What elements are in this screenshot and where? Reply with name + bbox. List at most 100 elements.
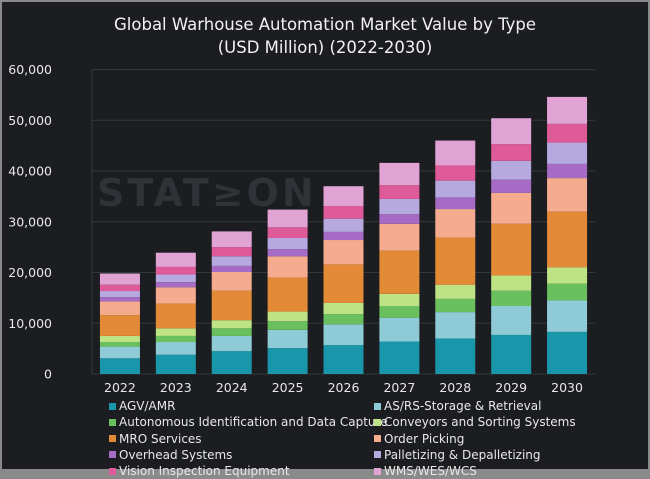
bar-segment-mro-services-2028 xyxy=(435,237,476,285)
bar-segment-as-rs-storage-retrieval-2030 xyxy=(547,300,588,332)
bar-segment-order-picking-2024 xyxy=(211,271,252,291)
bar-segment-agv-amr-2024 xyxy=(211,351,252,374)
y-tick-label: 60,000 xyxy=(8,62,52,77)
legend-swatch xyxy=(374,418,381,426)
bar-segment-mro-services-2030 xyxy=(547,211,588,268)
y-tick-label: 0 xyxy=(44,367,52,382)
bar-segment-wms-wes-wcs-2027 xyxy=(379,162,420,186)
bar-segment-palletizing-depalletizing-2024 xyxy=(211,256,252,266)
legend-swatch xyxy=(374,402,381,410)
bar-segment-vision-inspection-equipment-2029 xyxy=(491,144,532,161)
bar-segment-overhead-systems-2029 xyxy=(491,179,532,193)
y-tick-label: 10,000 xyxy=(8,316,52,331)
legend-item: Palletizing & Depalletizing xyxy=(374,447,541,463)
bar-segment-conveyors-and-sorting-systems-2027 xyxy=(379,293,420,306)
legend-item: Conveyors and Sorting Systems xyxy=(374,414,576,430)
legend-swatch xyxy=(374,467,381,475)
bar-segment-order-picking-2030 xyxy=(547,178,588,212)
legend-swatch xyxy=(374,435,381,443)
legend-label: Overhead Systems xyxy=(119,447,233,462)
legend-label: Palletizing & Depalletizing xyxy=(384,447,541,462)
bar-segment-vision-inspection-equipment-2030 xyxy=(547,123,588,143)
legend-label: AS/RS-Storage & Retrieval xyxy=(384,399,542,413)
legend-item: WMS/WES/WCS xyxy=(374,463,477,479)
legend-item: AGV/AMR xyxy=(109,398,175,414)
bar-segment-autonomous-identification-and-data-capture-2026 xyxy=(323,314,364,325)
bar-segment-palletizing-depalletizing-2022 xyxy=(99,291,140,298)
bar-segment-vision-inspection-equipment-2023 xyxy=(155,266,196,275)
bar-segment-wms-wes-wcs-2023 xyxy=(155,252,196,267)
y-tick-label: 40,000 xyxy=(8,164,52,179)
bar-segment-palletizing-depalletizing-2028 xyxy=(435,180,476,198)
watermark-logo: STAT≥ON xyxy=(97,171,317,215)
bar-segment-overhead-systems-2022 xyxy=(99,297,140,302)
bar-segment-mro-services-2024 xyxy=(211,290,252,321)
bar-segment-conveyors-and-sorting-systems-2022 xyxy=(99,335,140,343)
legend-label: Vision Inspection Equipment xyxy=(119,464,290,479)
x-tick-label: 2030 xyxy=(551,380,583,395)
bar-segment-mro-services-2023 xyxy=(155,303,196,329)
bar-segment-agv-amr-2027 xyxy=(379,341,420,374)
bar-segment-palletizing-depalletizing-2029 xyxy=(491,160,532,180)
legend-swatch xyxy=(109,418,116,426)
bar-segment-agv-amr-2023 xyxy=(155,354,196,374)
x-tick-label: 2026 xyxy=(328,380,360,395)
bar-segment-wms-wes-wcs-2029 xyxy=(491,118,532,145)
bar-segment-conveyors-and-sorting-systems-2029 xyxy=(491,275,532,291)
legend-item: Autonomous Identification and Data Captu… xyxy=(109,414,388,430)
bar-segment-conveyors-and-sorting-systems-2030 xyxy=(547,267,588,284)
legend-label: AGV/AMR xyxy=(119,399,176,413)
bar-segment-vision-inspection-equipment-2025 xyxy=(267,227,308,238)
y-tick-label: 20,000 xyxy=(8,265,52,280)
bar-segment-as-rs-storage-retrieval-2026 xyxy=(323,324,364,346)
x-tick-label: 2028 xyxy=(439,380,471,395)
legend-label: Conveyors and Sorting Systems xyxy=(384,415,576,430)
bar-segment-conveyors-and-sorting-systems-2023 xyxy=(155,328,196,336)
legend-swatch xyxy=(109,467,116,475)
legend-item: Vision Inspection Equipment xyxy=(109,463,290,479)
bar-segment-agv-amr-2025 xyxy=(267,348,308,374)
chart-subtitle: (USD Million) (2022-2030) xyxy=(217,38,433,57)
bar-segment-mro-services-2029 xyxy=(491,223,532,276)
bar-segment-overhead-systems-2026 xyxy=(323,231,364,241)
bar-segment-conveyors-and-sorting-systems-2025 xyxy=(267,311,308,322)
bar-segment-order-picking-2023 xyxy=(155,287,196,304)
bar-segment-mro-services-2026 xyxy=(323,264,364,303)
bar-segment-order-picking-2029 xyxy=(491,192,532,224)
bar-segment-palletizing-depalletizing-2026 xyxy=(323,218,364,232)
bar-segment-wms-wes-wcs-2030 xyxy=(547,96,588,124)
bar-segment-agv-amr-2028 xyxy=(435,338,476,374)
bar-segment-mro-services-2022 xyxy=(99,315,140,336)
bar-segment-wms-wes-wcs-2024 xyxy=(211,231,252,248)
legend-item: Overhead Systems xyxy=(109,447,232,463)
bar-segment-autonomous-identification-and-data-capture-2024 xyxy=(211,328,252,336)
bar-segment-palletizing-depalletizing-2027 xyxy=(379,198,420,215)
y-tick-label: 50,000 xyxy=(8,113,52,128)
bar-segment-as-rs-storage-retrieval-2028 xyxy=(435,312,476,339)
bar-segment-as-rs-storage-retrieval-2029 xyxy=(491,305,532,335)
legend-item: Order Picking xyxy=(374,431,464,447)
bar-segment-order-picking-2025 xyxy=(267,256,308,278)
x-tick-label: 2024 xyxy=(216,380,248,395)
legend-swatch xyxy=(374,451,381,459)
x-tick-label: 2023 xyxy=(160,380,192,395)
legend-swatch xyxy=(109,451,116,459)
legend-item: AS/RS-Storage & Retrieval xyxy=(374,398,541,414)
legend-label: Order Picking xyxy=(384,431,465,446)
bar-segment-vision-inspection-equipment-2027 xyxy=(379,185,420,199)
chart-title: Global Warhouse Automation Market Value … xyxy=(114,15,536,34)
bar-segment-autonomous-identification-and-data-capture-2025 xyxy=(267,321,308,330)
bar-segment-mro-services-2025 xyxy=(267,277,308,312)
bar-segment-as-rs-storage-retrieval-2024 xyxy=(211,335,252,352)
bar-segment-order-picking-2026 xyxy=(323,240,364,265)
bar-segment-autonomous-identification-and-data-capture-2028 xyxy=(435,298,476,313)
bar-segment-vision-inspection-equipment-2024 xyxy=(211,247,252,257)
bar-segment-as-rs-storage-retrieval-2027 xyxy=(379,317,420,342)
bar-segment-conveyors-and-sorting-systems-2028 xyxy=(435,284,476,299)
bar-segment-agv-amr-2030 xyxy=(547,331,588,374)
bar-segment-as-rs-storage-retrieval-2025 xyxy=(267,329,308,349)
bar-segment-vision-inspection-equipment-2028 xyxy=(435,165,476,181)
x-tick-label: 2027 xyxy=(383,380,415,395)
bar-segment-agv-amr-2026 xyxy=(323,345,364,374)
